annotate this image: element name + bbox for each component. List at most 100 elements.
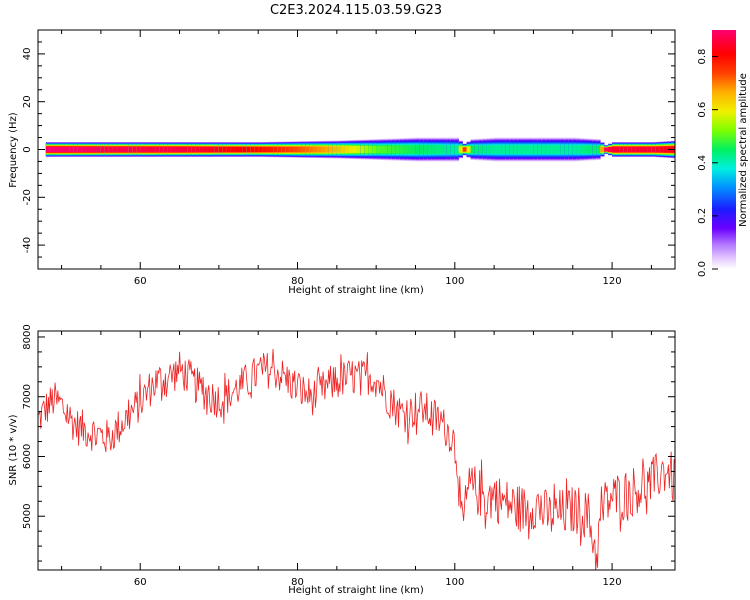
spectrogram-cell xyxy=(89,146,94,153)
spectrogram-cell xyxy=(513,145,519,154)
spectrogram-cell xyxy=(604,147,609,152)
spectrogram-cell xyxy=(73,146,78,153)
spectrogram-x-tick-label: 100 xyxy=(445,276,464,287)
snr-x-tick-label: 100 xyxy=(445,577,464,588)
spectrogram-cell xyxy=(501,145,507,154)
spectrogram-cell xyxy=(486,145,491,154)
snr-x-tick-label: 60 xyxy=(134,577,147,588)
spectrogram-x-tick-label: 80 xyxy=(291,276,304,287)
spectrogram-y-tick-label: 0 xyxy=(22,146,33,152)
spectrogram-cell xyxy=(651,146,656,153)
spectrogram-cell xyxy=(163,146,169,153)
spectrogram-cell xyxy=(183,146,188,153)
spectrogram-cell xyxy=(191,146,196,153)
colorbar-label: Normalized spectral amplitude xyxy=(738,73,749,227)
spectrogram-cell xyxy=(159,146,165,153)
snr-y-tick-label: 7000 xyxy=(22,384,33,409)
spectrogram-cell xyxy=(104,146,110,153)
spectrogram-cell xyxy=(360,146,365,153)
spectrogram-cell xyxy=(187,146,192,153)
spectrogram-cell xyxy=(659,146,664,153)
spectrogram-cell xyxy=(458,146,463,153)
spectrogram-cell xyxy=(584,145,589,154)
spectrogram-cell xyxy=(175,146,180,153)
spectrogram-cell xyxy=(580,145,585,154)
spectrogram-cell xyxy=(612,146,617,153)
spectrogram-cell xyxy=(572,145,577,154)
snr-x-label: Height of straight line (km) xyxy=(288,585,424,596)
spectrogram-cell xyxy=(439,145,444,154)
spectrogram-cell xyxy=(203,146,208,153)
spectrogram-cell xyxy=(266,146,271,153)
spectrogram-y-tick-label: 40 xyxy=(22,48,33,61)
spectrogram-cell xyxy=(387,145,393,154)
snr-x-tick-label: 80 xyxy=(291,577,304,588)
colorbar: 0.0 0.2 0.4 0.6 0.8 Normalized spectral ampl… xyxy=(697,30,749,277)
spectrogram-cell xyxy=(635,146,640,153)
spectrogram-cell xyxy=(619,146,625,153)
spectrogram-cell xyxy=(285,146,290,153)
spectrogram-cell xyxy=(116,146,121,153)
spectrogram-cell xyxy=(395,145,401,154)
snr-series-line xyxy=(38,348,675,570)
snr-y-tick-label: 8000 xyxy=(22,324,33,349)
spectrogram-cell xyxy=(482,145,487,154)
spectrogram-cell xyxy=(289,146,294,153)
spectrogram-cell xyxy=(155,146,161,153)
spectrogram-cell xyxy=(108,146,114,153)
spectrogram-cell xyxy=(446,145,452,154)
spectrogram-cell xyxy=(494,145,499,154)
spectrogram-cell xyxy=(230,146,235,153)
spectrogram-cell xyxy=(545,145,550,154)
spectrogram-cell xyxy=(498,145,503,154)
spectrogram-cell xyxy=(297,146,302,153)
spectrogram-cell xyxy=(517,145,522,154)
colorbar-gradient xyxy=(712,30,736,269)
spectrogram-y-tick-label: -20 xyxy=(22,189,33,205)
spectrogram-x-label: Height of straight line (km) xyxy=(288,285,424,296)
spectrogram-cell xyxy=(541,145,546,154)
spectrogram-cell xyxy=(352,146,357,153)
spectrogram-cell xyxy=(238,146,243,153)
spectrogram-cell xyxy=(553,145,558,154)
spectrogram-cell xyxy=(537,145,542,154)
figure-title: C2E3.2024.115.03.59.G23 xyxy=(270,3,442,18)
spectrogram-cell xyxy=(435,145,440,154)
spectrogram-cell xyxy=(100,146,106,153)
spectrogram-cell xyxy=(226,146,231,153)
spectrogram-cell xyxy=(321,146,326,153)
spectrogram-cell xyxy=(490,145,495,154)
spectrogram-cell xyxy=(207,146,212,153)
spectrogram-cell xyxy=(250,146,255,153)
spectrogram-cell xyxy=(403,145,408,154)
spectrogram-cell xyxy=(332,146,338,153)
spectrogram-cell xyxy=(431,145,436,154)
snr-frame xyxy=(37,330,676,571)
colorbar-tick-label: 0.0 xyxy=(697,261,708,277)
spectrogram-cell xyxy=(663,146,668,153)
spectrogram-cell xyxy=(647,146,652,153)
spectrogram-cell xyxy=(49,146,55,153)
snr-panel: 60 80 100 120 8000 7000 6000 5000 Height of str… xyxy=(8,324,676,596)
spectrogram-cell xyxy=(560,145,566,154)
snr-y-tick-label: 5000 xyxy=(22,503,33,528)
spectrogram-cell xyxy=(45,146,51,153)
spectrogram-cell xyxy=(384,145,389,154)
spectrogram-cell xyxy=(120,146,125,153)
colorbar-tick-label: 0.4 xyxy=(697,155,708,171)
spectrogram-cell xyxy=(61,146,66,153)
spectrogram-x-tick-label: 60 xyxy=(134,276,147,287)
spectrogram-cell xyxy=(564,145,570,154)
spectrogram-cell xyxy=(474,145,479,154)
spectrogram-cell xyxy=(376,145,381,154)
colorbar-ticks: 0.0 0.2 0.4 0.6 0.8 xyxy=(697,49,718,277)
spectrogram-cell xyxy=(454,145,460,154)
spectrogram-cell xyxy=(356,146,361,153)
spectrogram-cell xyxy=(462,147,467,152)
spectrogram-cell xyxy=(273,146,279,153)
spectrogram-cell xyxy=(415,145,420,154)
spectrogram-cell xyxy=(643,146,648,153)
spectrogram-cell xyxy=(616,146,621,153)
spectrogram-cell xyxy=(167,146,172,153)
